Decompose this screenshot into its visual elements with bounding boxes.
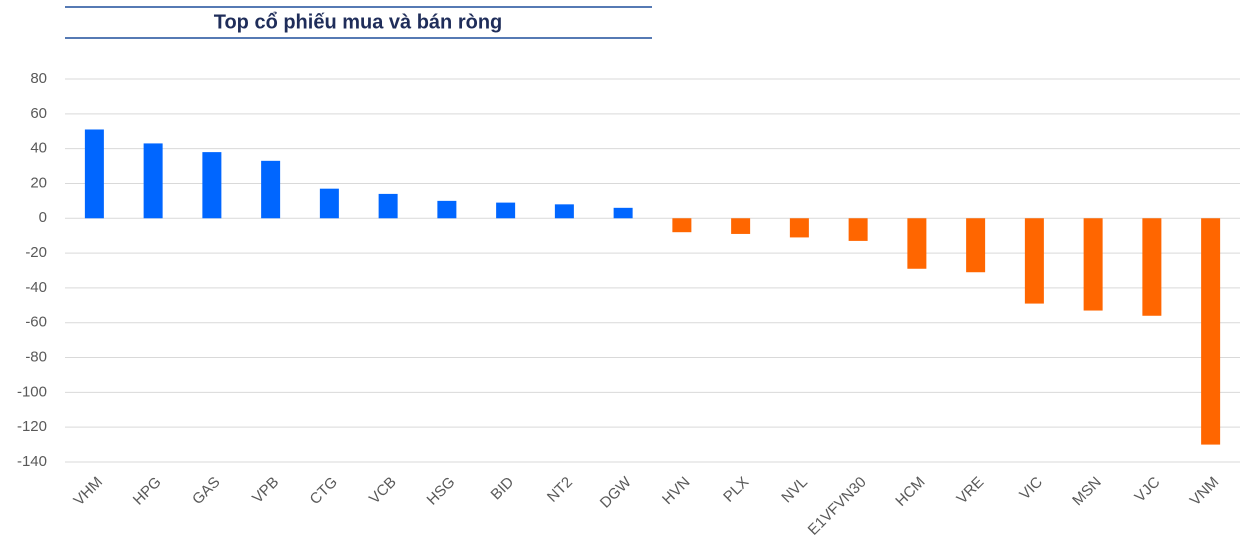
bar (731, 218, 751, 234)
x-tick-label: VNM (1187, 474, 1223, 510)
x-tick-label: VCB (366, 474, 400, 508)
y-tick-label: -100 (17, 383, 47, 400)
y-tick-label: -60 (25, 314, 47, 331)
x-tick-label: DGW (597, 473, 636, 512)
x-tick-label: HSG (423, 474, 458, 509)
y-tick-label: -120 (17, 418, 47, 435)
y-tick-label: 80 (30, 70, 47, 87)
bar (613, 207, 633, 219)
x-tick-label: PLX (720, 474, 752, 506)
x-tick-label: E1VFVN30 (805, 474, 870, 539)
bar (1083, 218, 1103, 311)
x-tick-label: VPB (249, 474, 282, 507)
x-tick-label: VIC (1016, 474, 1046, 504)
bar (554, 204, 574, 219)
bar (1024, 218, 1044, 304)
y-tick-label: 60 (30, 105, 47, 122)
bar (672, 218, 692, 233)
x-tick-label: HPG (130, 474, 165, 509)
bar (1142, 218, 1162, 316)
x-tick-label: VHM (70, 474, 106, 510)
bar (848, 218, 868, 241)
x-tick-label: NVL (778, 474, 811, 507)
bar (378, 193, 398, 219)
x-tick-label: BID (488, 474, 518, 504)
y-tick-label: 0 (39, 209, 47, 226)
bar (261, 160, 281, 219)
y-tick-label: 40 (30, 140, 47, 157)
x-tick-label: HVN (659, 474, 693, 508)
x-tick-label: NT2 (544, 474, 576, 506)
y-tick-label: 20 (30, 174, 47, 191)
x-tick-label: MSN (1069, 474, 1105, 510)
bar (319, 188, 339, 219)
y-tick-label: -40 (25, 279, 47, 296)
bar (1201, 218, 1221, 445)
bar (907, 218, 927, 269)
bar (202, 152, 222, 219)
x-tick-label: VJC (1131, 474, 1163, 506)
bar (496, 202, 516, 219)
x-tick-label: GAS (189, 474, 223, 508)
bar (84, 129, 104, 219)
x-tick-label: VRE (953, 474, 987, 508)
bar (143, 143, 163, 219)
x-tick-label: HCM (892, 474, 928, 510)
bar (437, 200, 457, 219)
y-tick-label: -80 (25, 349, 47, 366)
x-tick-label: CTG (307, 474, 341, 508)
bar (966, 218, 986, 273)
chart-title: Top cổ phiếu mua và bán ròng (214, 11, 503, 33)
y-tick-label: -140 (17, 453, 47, 470)
bar (789, 218, 809, 238)
y-tick-label: -20 (25, 244, 47, 261)
